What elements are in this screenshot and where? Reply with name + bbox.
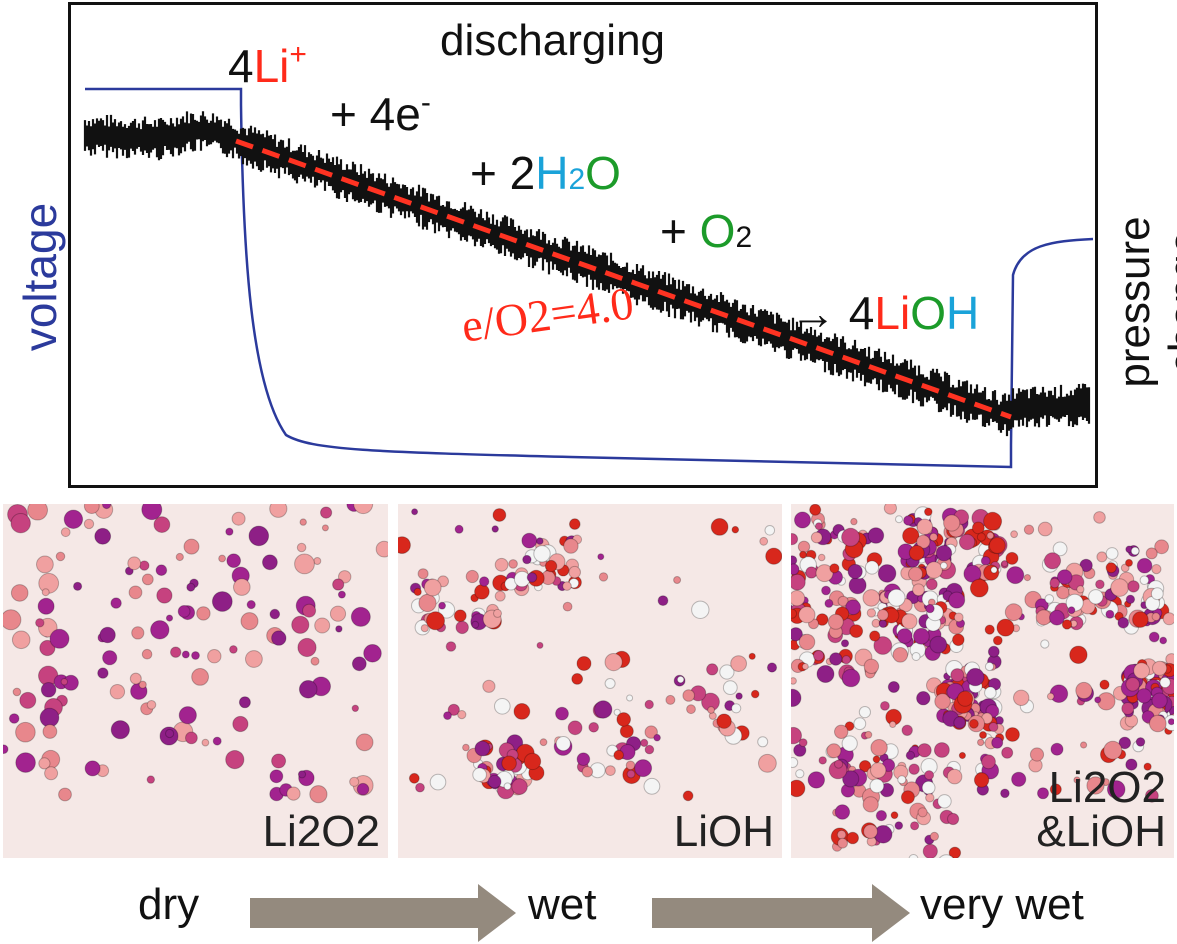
stage-label-very-wet: very wet [920, 880, 1084, 929]
particles-wet [398, 508, 782, 802]
snapshot-panel-very-wet: Li2O2 &LiOH [791, 504, 1174, 858]
panel-label-mixed-line2: &LiOH [1036, 807, 1166, 856]
eq-li-charge: + [289, 38, 307, 71]
panel-label-lioh: LiOH [673, 807, 774, 856]
eq-li-coef: 4 [228, 40, 254, 92]
eq-arrow: → 4 [790, 287, 875, 339]
eq-water: + 2H2O [470, 150, 621, 196]
eq-plus-2: + 2 [470, 147, 536, 199]
panel-label-mixed: Li2O2 &LiOH [1036, 766, 1166, 854]
stage-label-wet: wet [528, 880, 597, 929]
eq-o-water: O [585, 147, 621, 199]
eq-h: H [535, 147, 569, 199]
eq-lioh-o: O [910, 287, 946, 339]
particles-dry [3, 504, 388, 804]
eq-e: + 4e [330, 88, 421, 140]
eq-li: Li [253, 40, 290, 92]
eq-product: → 4LiOH [790, 290, 979, 336]
eq-o2: O [699, 205, 736, 257]
particles-very-wet [791, 504, 1174, 858]
eq-h-sub: 2 [568, 163, 586, 196]
snapshot-panel-dry: Li2O2 [3, 504, 388, 858]
panel-label-li2o2: Li2O2 [262, 807, 380, 856]
eq-electrons: + 4e- [330, 86, 431, 140]
eq-e-charge: - [420, 86, 431, 119]
arrow-wet-to-very-wet [652, 884, 910, 942]
plot-frame [68, 2, 1098, 488]
snapshot-panel-wet: LiOH [398, 504, 782, 858]
voltage-curve [85, 87, 1094, 469]
stage-label-dry: dry [138, 880, 200, 929]
arrow-dry-to-wet [250, 884, 516, 942]
plot-title: discharging [440, 16, 666, 65]
eq-lioh-li: Li [874, 287, 911, 339]
eq-oxygen: + O2 [660, 208, 752, 254]
eq-o2-sub: 2 [735, 221, 753, 254]
voltage-axis-label: voltage [14, 202, 66, 352]
plot-canvas [83, 87, 1094, 469]
eq-plus-3: + [660, 205, 687, 257]
eq-li-ion: 4Li+ [228, 38, 307, 92]
pressure-change-axis-label: pressure change [1110, 216, 1177, 388]
panel-label-mixed-line1: Li2O2 [1048, 763, 1166, 812]
eq-lioh-h: H [945, 287, 980, 339]
linear-fit-line [235, 138, 1012, 420]
